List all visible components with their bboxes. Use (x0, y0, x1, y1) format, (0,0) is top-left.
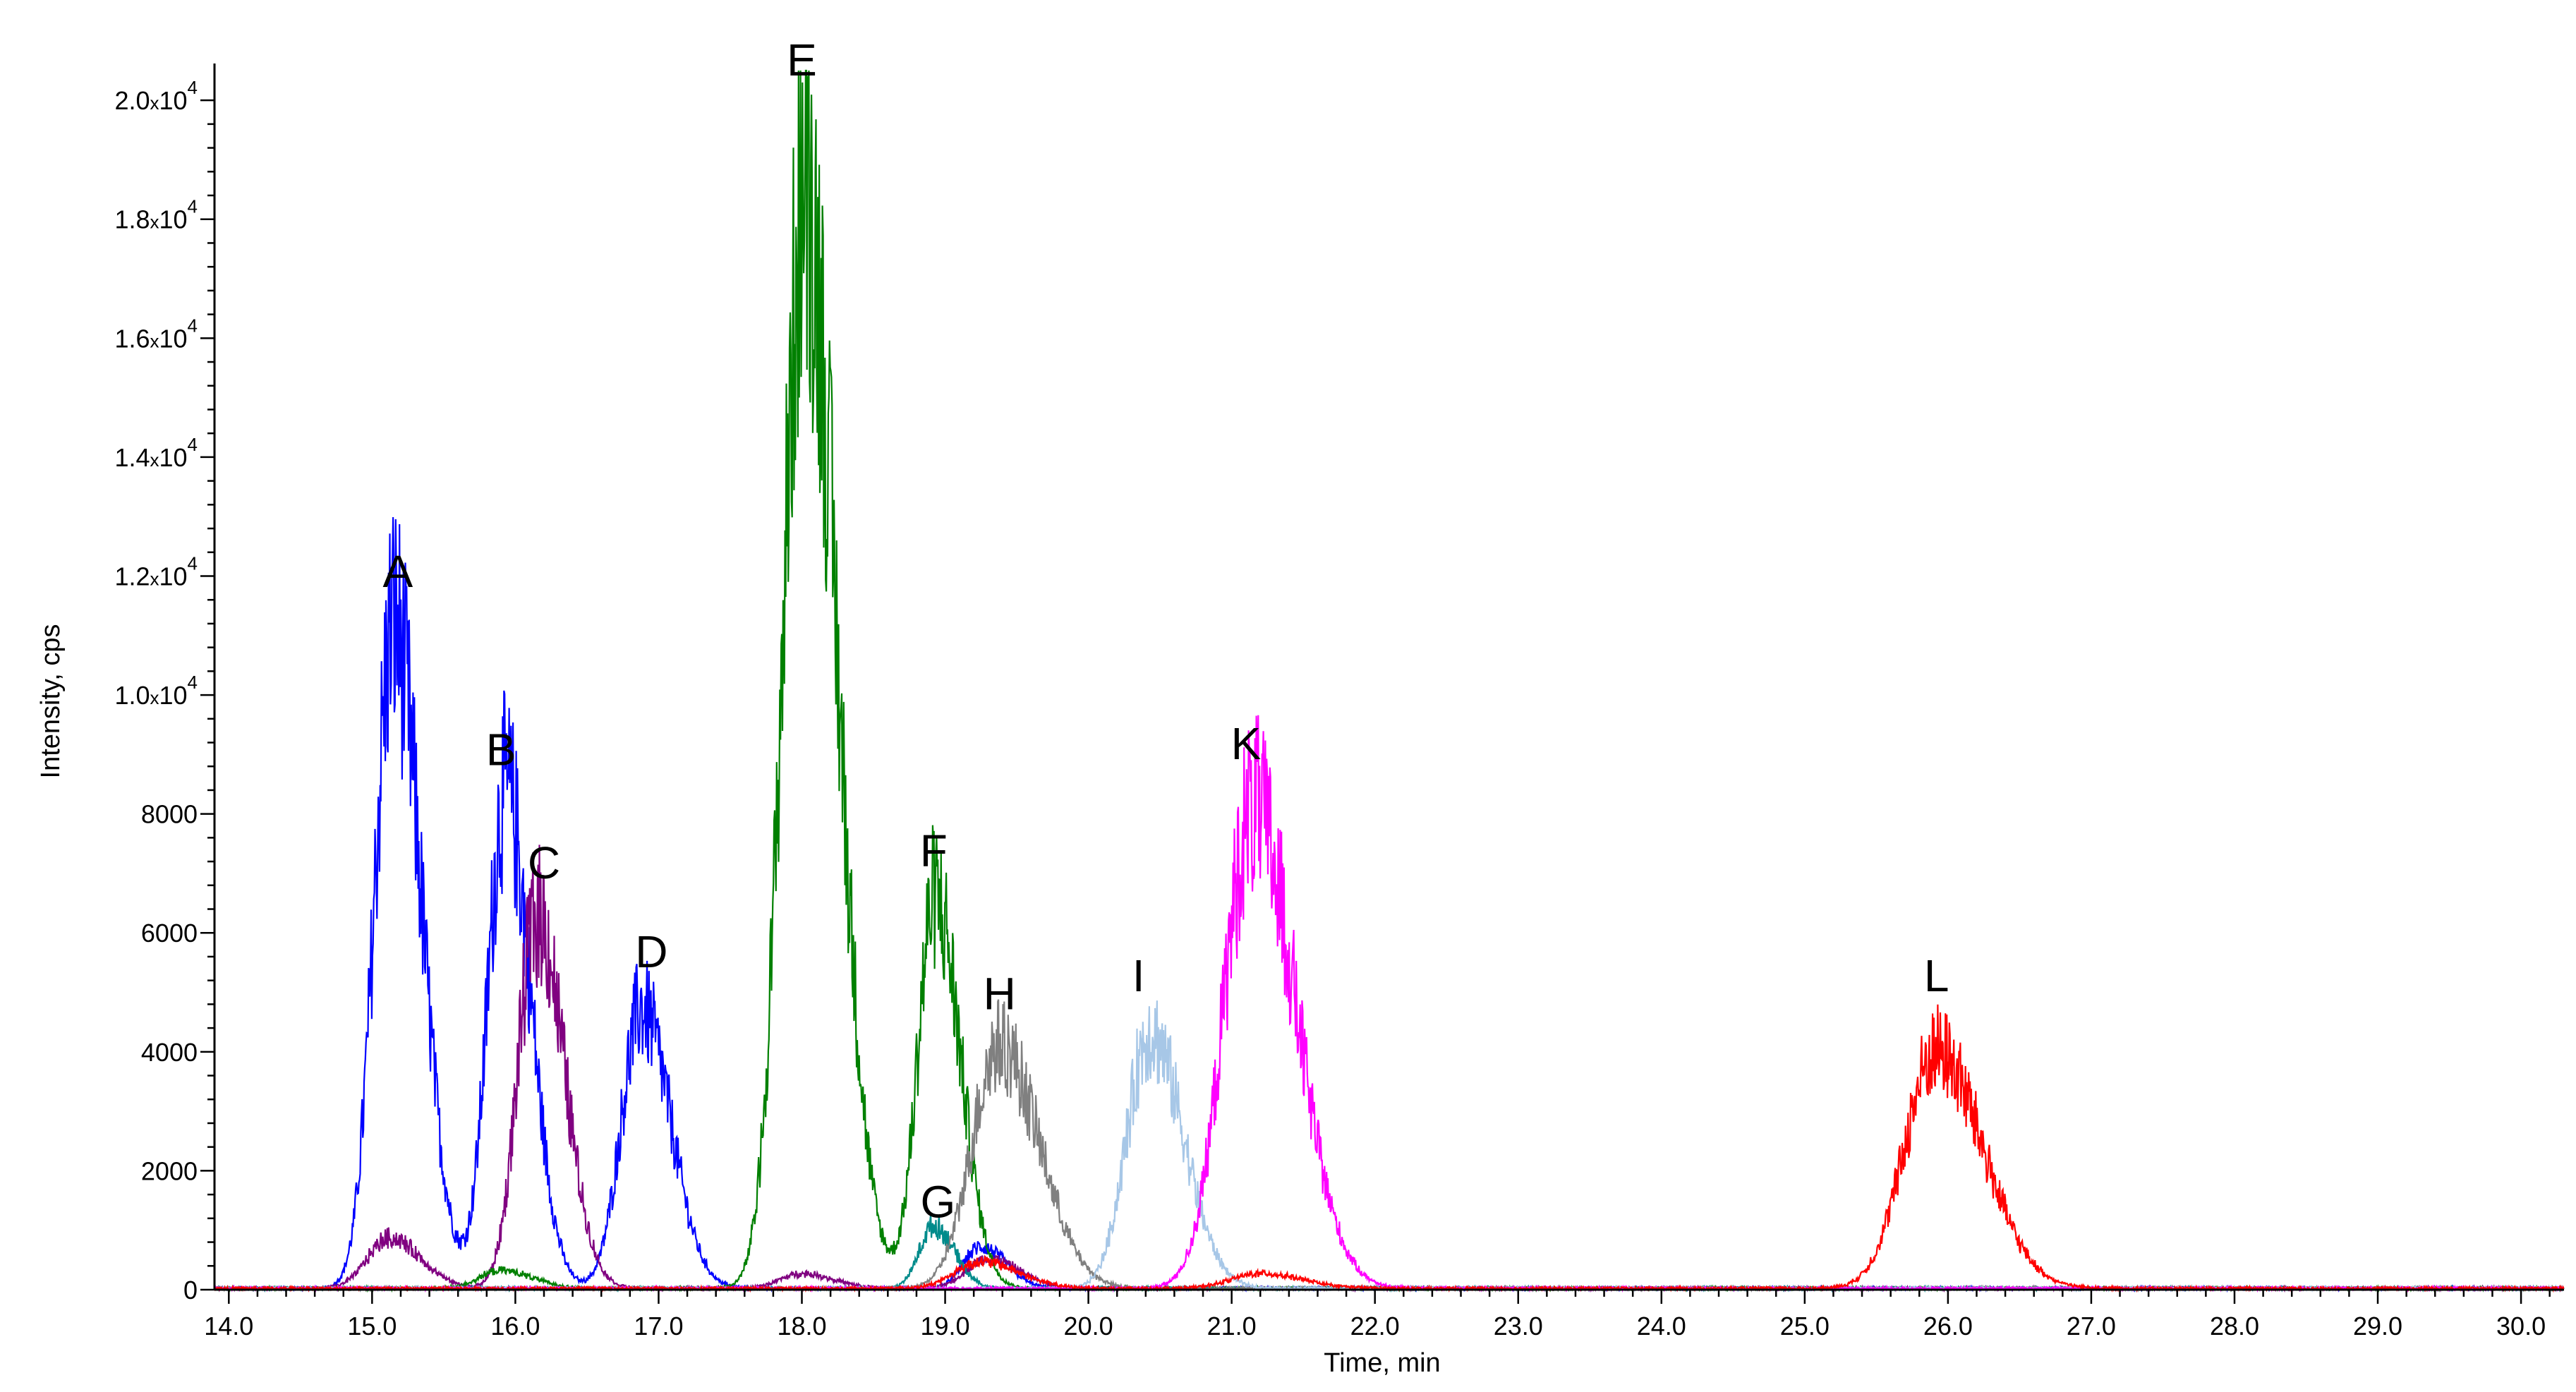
trace-series-2 (213, 845, 2565, 1293)
peak-label-f: F (920, 825, 948, 876)
x-tick-label: 23.0 (1494, 1312, 1543, 1340)
trace-series-6 (214, 1000, 2565, 1293)
peak-label-b: B (486, 725, 516, 775)
x-tick-label: 16.0 (490, 1312, 540, 1340)
y-tick-label: 6000 (141, 919, 198, 948)
y-axis-title: Intensity, cps (36, 624, 66, 779)
peak-label-k: K (1231, 718, 1262, 769)
peak-label-e: E (787, 35, 817, 85)
trace-series-4 (214, 1214, 2564, 1293)
x-tick-label: 29.0 (2353, 1312, 2402, 1340)
y-tick-label: 0 (183, 1276, 198, 1305)
peak-label-d: D (635, 926, 667, 977)
x-tick-label: 26.0 (1923, 1312, 1973, 1340)
trace-series-7 (214, 715, 2565, 1293)
peak-label-h: H (984, 968, 1016, 1019)
trace-series-5 (213, 999, 2565, 1293)
x-tick-label: 30.0 (2496, 1312, 2546, 1340)
y-tick-label: 4000 (141, 1038, 198, 1067)
x-tick-label: 15.0 (347, 1312, 397, 1340)
trace-group (213, 69, 2565, 1293)
peak-label-a: A (383, 546, 413, 597)
peak-label-l: L (1924, 950, 1949, 1001)
x-tick-label: 21.0 (1207, 1312, 1257, 1340)
y-tick-label: 1.2x104 (114, 552, 198, 591)
x-tick-label: 28.0 (2210, 1312, 2259, 1340)
x-tick-label: 17.0 (634, 1312, 683, 1340)
y-tick-label: 1.4x104 (114, 434, 198, 472)
x-tick-label: 19.0 (921, 1312, 970, 1340)
y-tick-label: 1.8x104 (114, 196, 198, 234)
x-axis-title: Time, min (1324, 1348, 1440, 1378)
peak-label-g: G (921, 1176, 956, 1227)
y-tick-label: 1.0x104 (114, 672, 198, 710)
trace-series-1 (213, 516, 2565, 1293)
peak-label-i: I (1132, 950, 1145, 1001)
y-tick-label: 2000 (141, 1156, 198, 1185)
x-axis-ticks: 14.0 15.0 16.0 17.0 18.0 19.0 20.0 21.0 22.0 23.0… (204, 1290, 2551, 1340)
y-axis-ticks: 0 2000 4000 6000 8000 1.0x104 1.2x104 1.4x104 1.… (114, 77, 214, 1305)
x-tick-label: 18.0 (777, 1312, 826, 1340)
x-tick-label: 24.0 (1637, 1312, 1686, 1340)
y-tick-label: 8000 (141, 800, 198, 829)
x-tick-label: 22.0 (1350, 1312, 1400, 1340)
x-tick-label: 27.0 (2067, 1312, 2116, 1340)
x-tick-label: 14.0 (204, 1312, 253, 1340)
trace-series-8 (214, 1004, 2565, 1293)
y-tick-label: 2.0x104 (114, 77, 198, 115)
x-tick-label: 25.0 (1780, 1312, 1830, 1340)
x-tick-label: 20.0 (1064, 1312, 1113, 1340)
peak-label-c: C (528, 837, 560, 888)
peak-labels: A B C D E F G H I K L (383, 35, 1949, 1227)
y-tick-label: 1.6x104 (114, 315, 198, 353)
